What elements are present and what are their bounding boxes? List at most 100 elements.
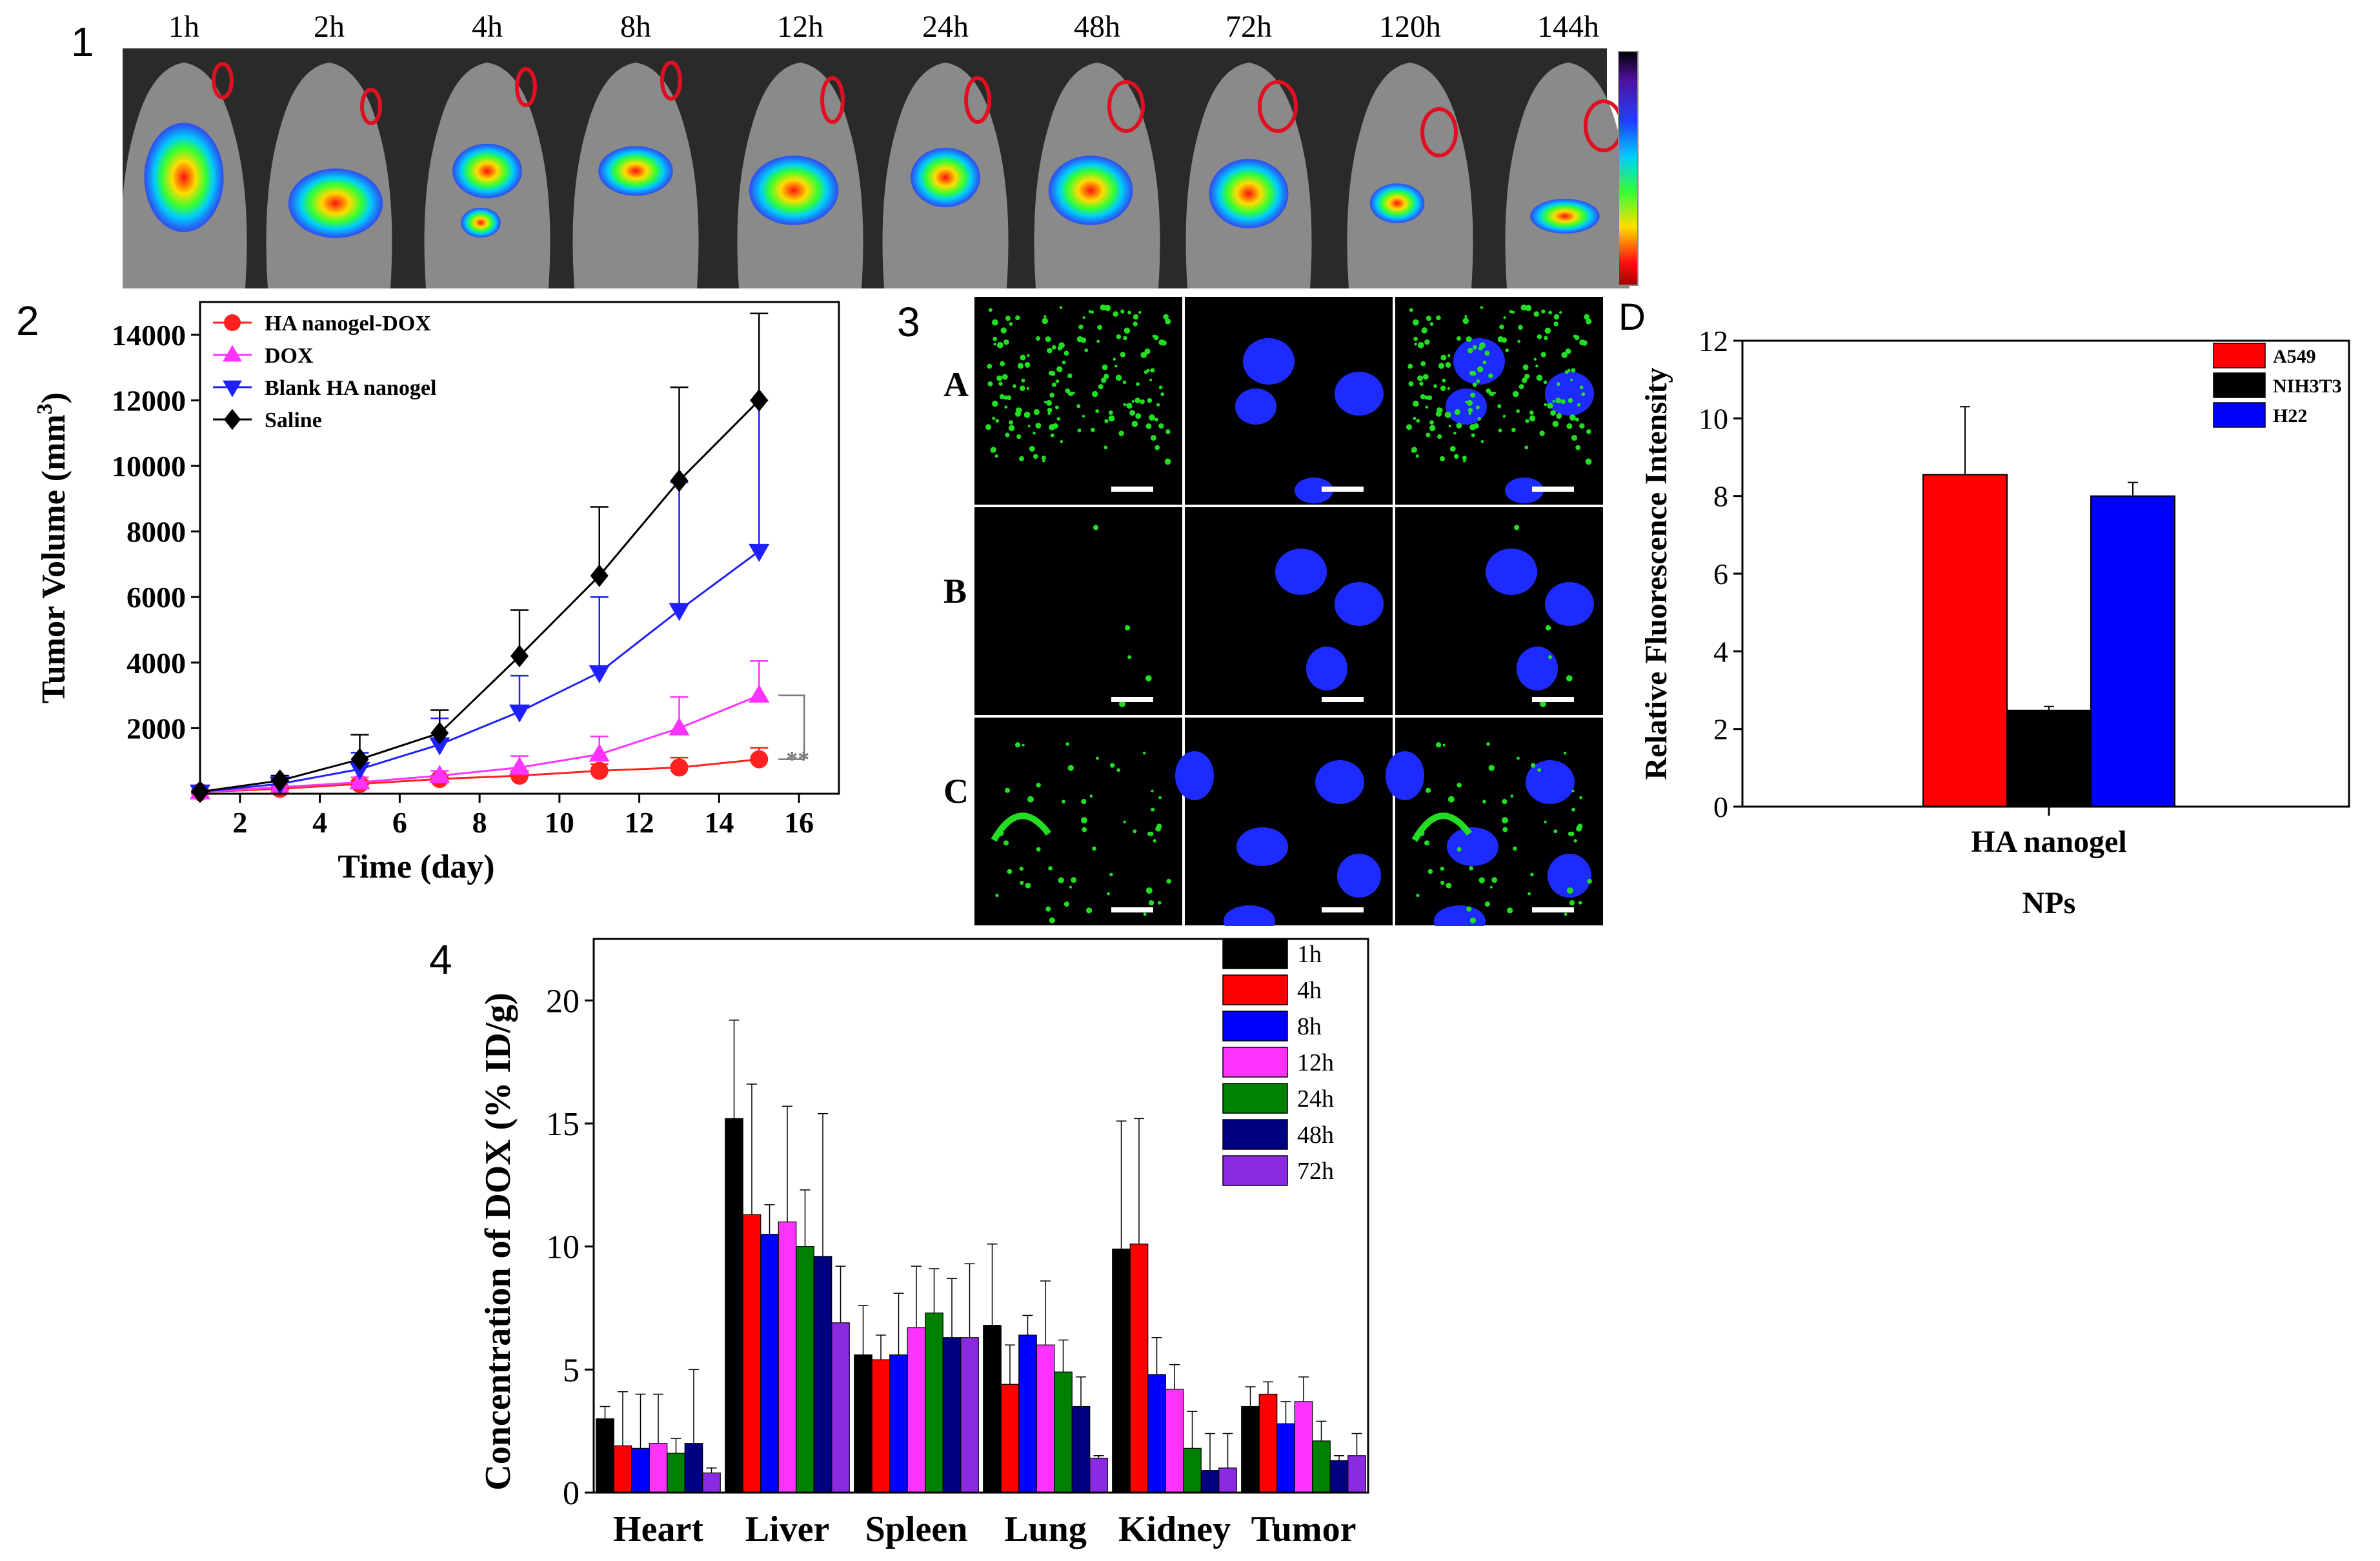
green-particle [1435,410,1442,417]
green-particle [1145,423,1152,429]
green-particle [1144,348,1151,355]
green-particle [1456,423,1462,428]
green-particle [1420,361,1426,367]
green-particle [1008,425,1015,432]
bar-liver-72h [831,1322,850,1493]
green-particle [1116,334,1122,339]
green-particle [1529,415,1536,422]
green-particle [1550,410,1556,416]
green-particle [1145,675,1152,681]
significance-bracket [778,694,805,760]
green-particle [1512,390,1519,398]
bar-tumor-8h [1276,1423,1295,1493]
green-particle [1489,885,1493,889]
green-particle [1026,387,1029,390]
green-particle [1471,433,1475,438]
series-line [199,694,760,793]
cell-nucleus [1447,827,1498,866]
scale-bar [1111,697,1153,702]
bar-kidney-1h [1112,1248,1131,1493]
series-line [199,550,760,793]
time-label: 24h [922,10,969,44]
bar-heart-48h [684,1443,703,1493]
bar-nih3t3 [2006,709,2092,808]
green-particle [1543,380,1548,385]
scale-bar [1322,697,1364,702]
green-particle [1135,413,1142,419]
green-particle [1414,342,1417,346]
green-particle [1480,439,1484,443]
green-particle [1544,327,1551,334]
green-particle [1014,742,1021,748]
green-particle [1158,423,1164,429]
green-particle [1502,827,1508,832]
green-particle [1049,424,1056,430]
green-particle [1158,385,1163,390]
green-particle [1045,906,1051,912]
green-particle [1100,304,1107,311]
green-particle [1113,311,1119,317]
green-particle [1119,700,1125,707]
legend-entry: 8h [1297,1013,1322,1040]
data-point [590,761,609,780]
cell-nucleus [1545,372,1594,416]
data-point [270,769,289,792]
tumor-roi-circle [212,62,234,99]
green-particle [1027,354,1030,358]
green-particle [1055,379,1060,383]
green-particle [1024,361,1031,368]
fluorescence-signal [461,207,501,238]
x-axis-label: Time (day) [338,849,494,885]
cell-nucleus [1175,751,1214,800]
green-particle [1440,354,1447,361]
green-particle [1426,787,1431,793]
green-particle [1470,392,1475,398]
in-vivo-imaging-strip [123,48,1639,288]
green-particle [1480,306,1484,309]
green-particle [1475,405,1480,410]
green-particle [1482,800,1486,804]
green-particle [1488,765,1495,771]
data-point [429,737,450,756]
bar-heart-1h [596,1418,614,1493]
green-particle [1033,431,1036,435]
green-particle [1498,428,1502,432]
legend-entry: A549 [2273,346,2316,367]
green-particle [1447,354,1451,358]
green-particle [1517,339,1521,343]
green-particle [995,419,1000,423]
bar-tumor-12h [1294,1401,1313,1493]
green-particle [1104,419,1109,423]
green-particle [1579,423,1585,429]
green-particle [1478,346,1483,351]
green-particle [1046,399,1053,406]
green-particle [1530,763,1536,768]
fluorescence-signal [749,156,839,225]
cell-nucleus [1243,338,1295,385]
green-particle [1089,794,1093,798]
x-tick-label: 6 [392,806,407,839]
green-particle [1544,403,1547,407]
green-particle [1569,900,1575,906]
green-particle [1133,829,1137,834]
green-particle [1456,336,1462,341]
green-particle [1502,799,1508,805]
cell-nucleus [1295,478,1333,503]
bar-spleen-4h [871,1359,891,1493]
green-particle [1076,404,1081,408]
green-particle [1544,820,1547,823]
mouse-silhouette [1505,63,1631,288]
green-particle [991,319,998,326]
green-particle [1560,399,1566,405]
panel-number-2: 2 [16,297,39,344]
cell-nucleus [1236,827,1288,866]
data-point [670,758,689,777]
green-particle [1467,407,1473,413]
green-particle [1147,831,1152,836]
green-particle [1447,796,1455,803]
green-particle [1420,394,1426,399]
bar-heart-72h [702,1472,721,1493]
green-particle [1415,454,1419,458]
tumor-roi-circle [660,61,682,101]
